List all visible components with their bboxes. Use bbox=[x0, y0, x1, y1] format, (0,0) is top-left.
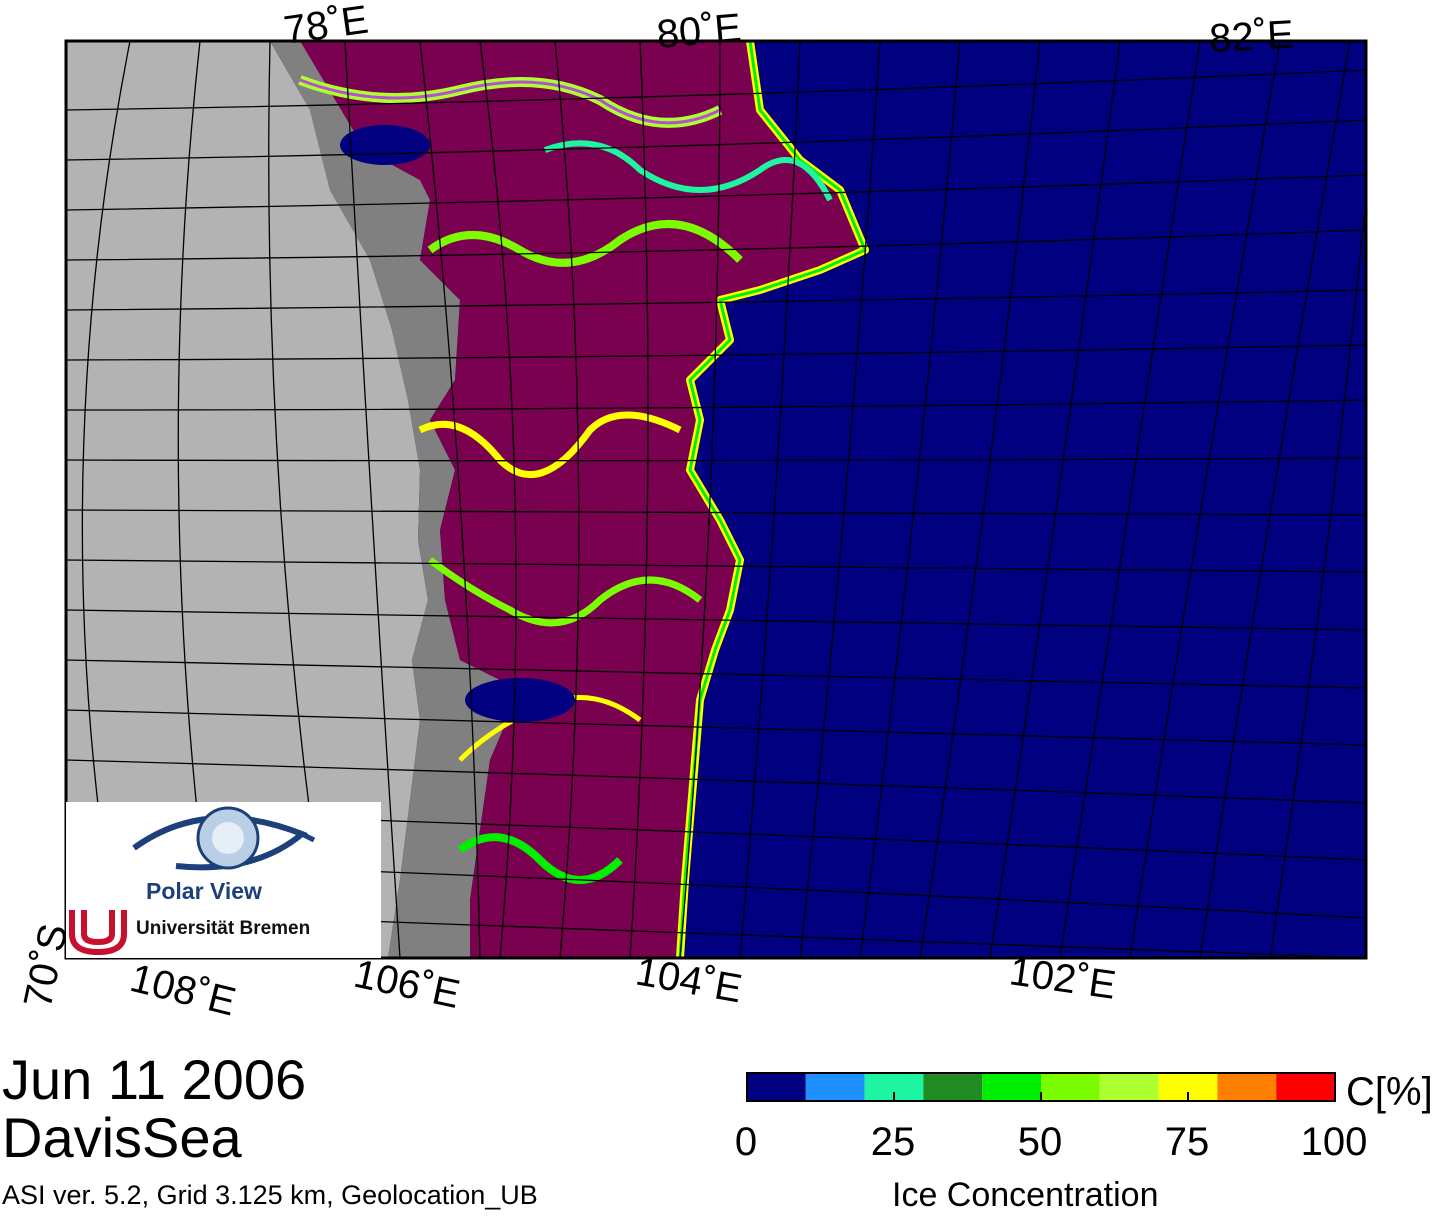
colorbar-segment bbox=[1276, 1073, 1335, 1101]
colorbar-segment bbox=[1217, 1073, 1277, 1101]
colorbar-segment bbox=[805, 1073, 865, 1101]
region-label: DavisSea bbox=[2, 1106, 242, 1169]
polynya-top bbox=[340, 125, 430, 165]
shelf-ice bbox=[270, 41, 520, 958]
polar-view-logo: Polar View Universität Bremen bbox=[66, 802, 381, 958]
colorbar-segment bbox=[923, 1073, 983, 1101]
lon-label-bottom: 108˚E bbox=[126, 956, 240, 1025]
lon-label-top: 82˚E bbox=[1208, 13, 1295, 61]
logo-institution: Universität Bremen bbox=[136, 918, 311, 939]
colorbar-segment bbox=[982, 1073, 1041, 1101]
polynya-middle bbox=[465, 678, 575, 722]
lon-label-bottom: 106˚E bbox=[350, 952, 464, 1017]
colorbar-segment bbox=[1099, 1073, 1159, 1101]
eye-icon bbox=[132, 806, 316, 871]
colorbar-tick: 100 bbox=[1300, 1120, 1368, 1164]
university-logo-icon bbox=[69, 910, 127, 956]
colorbar-segment bbox=[1041, 1073, 1100, 1101]
colorbar-unit: C[%] bbox=[1346, 1070, 1433, 1114]
colorbar-tick: 25 bbox=[870, 1120, 916, 1164]
colorbar-tick: 75 bbox=[1164, 1120, 1210, 1164]
lon-label-top: 80˚E bbox=[655, 6, 743, 57]
colorbar bbox=[746, 1072, 1336, 1102]
colorbar-tick: 0 bbox=[734, 1120, 758, 1164]
colorbar-tick: 50 bbox=[1017, 1120, 1063, 1164]
land-antarctica bbox=[66, 41, 428, 958]
pack-ice bbox=[300, 41, 865, 958]
product-info: ASI ver. 5.2, Grid 3.125 km, Geolocation… bbox=[2, 1180, 538, 1210]
map-frame bbox=[64, 39, 1368, 960]
colorbar-title: Ice Concentration bbox=[892, 1176, 1159, 1214]
colorbar-segment bbox=[747, 1073, 806, 1101]
date-label: Jun 11 2006 bbox=[2, 1048, 307, 1111]
logo-title: Polar View bbox=[146, 878, 262, 904]
